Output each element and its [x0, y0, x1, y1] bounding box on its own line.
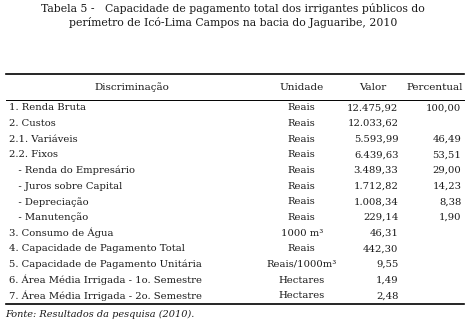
Text: 100,00: 100,00 — [426, 103, 461, 112]
Text: 1,49: 1,49 — [376, 276, 398, 285]
Text: 1. Renda Bruta: 1. Renda Bruta — [9, 103, 86, 112]
Text: 3.489,33: 3.489,33 — [354, 166, 398, 175]
Text: 12.033,62: 12.033,62 — [348, 119, 398, 128]
Text: 442,30: 442,30 — [363, 244, 398, 253]
Text: 229,14: 229,14 — [363, 213, 398, 222]
Text: Reais: Reais — [288, 213, 315, 222]
Text: 7. Área Média Irrigada - 2o. Semestre: 7. Área Média Irrigada - 2o. Semestre — [9, 291, 202, 301]
Text: 2. Custos: 2. Custos — [9, 119, 56, 128]
Text: 9,55: 9,55 — [376, 260, 398, 269]
Text: 6.439,63: 6.439,63 — [354, 151, 398, 160]
Text: Hectares: Hectares — [279, 291, 325, 300]
Text: 6. Área Média Irrigada - 1o. Semestre: 6. Área Média Irrigada - 1o. Semestre — [9, 275, 202, 286]
Text: 14,23: 14,23 — [432, 182, 461, 191]
Text: Reais: Reais — [288, 244, 315, 253]
Text: 3. Consumo de Água: 3. Consumo de Água — [9, 228, 114, 238]
Text: 12.475,92: 12.475,92 — [347, 103, 398, 112]
Text: Reais: Reais — [288, 119, 315, 128]
Text: Unidade: Unidade — [280, 83, 324, 92]
Text: Fonte: Resultados da pesquisa (2010).: Fonte: Resultados da pesquisa (2010). — [6, 310, 195, 319]
Text: 53,51: 53,51 — [432, 151, 461, 160]
Text: 5. Capacidade de Pagamento Unitária: 5. Capacidade de Pagamento Unitária — [9, 260, 202, 269]
Text: - Renda do Empresário: - Renda do Empresário — [9, 166, 135, 175]
Text: Tabela 5 -   Capacidade de pagamento total dos irrigantes públicos do
perímetro : Tabela 5 - Capacidade de pagamento total… — [41, 3, 425, 28]
Text: 8,38: 8,38 — [439, 197, 461, 206]
Text: 46,31: 46,31 — [370, 229, 398, 238]
Text: 2.2. Fixos: 2.2. Fixos — [9, 151, 58, 160]
Text: 2,48: 2,48 — [376, 291, 398, 300]
Text: Discriminação: Discriminação — [95, 82, 170, 92]
Text: Reais: Reais — [288, 166, 315, 175]
Text: 2.1. Variáveis: 2.1. Variáveis — [9, 135, 78, 144]
Text: Reais: Reais — [288, 103, 315, 112]
Text: Reais: Reais — [288, 182, 315, 191]
Text: 1,90: 1,90 — [439, 213, 461, 222]
Text: 1000 m³: 1000 m³ — [281, 229, 323, 238]
Text: Hectares: Hectares — [279, 276, 325, 285]
Text: Percentual: Percentual — [406, 83, 463, 92]
Text: - Depreciação: - Depreciação — [9, 197, 89, 207]
Text: Reais: Reais — [288, 135, 315, 144]
Text: Reais/1000m³: Reais/1000m³ — [267, 260, 337, 269]
Text: 29,00: 29,00 — [432, 166, 461, 175]
Text: 1.712,82: 1.712,82 — [354, 182, 398, 191]
Text: - Juros sobre Capital: - Juros sobre Capital — [9, 182, 123, 191]
Text: - Manutenção: - Manutenção — [9, 213, 89, 223]
Text: 1.008,34: 1.008,34 — [354, 197, 398, 206]
Text: 46,49: 46,49 — [432, 135, 461, 144]
Text: Reais: Reais — [288, 151, 315, 160]
Text: 5.593,99: 5.593,99 — [354, 135, 398, 144]
Text: Reais: Reais — [288, 197, 315, 206]
Text: 4. Capacidade de Pagamento Total: 4. Capacidade de Pagamento Total — [9, 244, 185, 253]
Text: Valor: Valor — [359, 83, 386, 92]
